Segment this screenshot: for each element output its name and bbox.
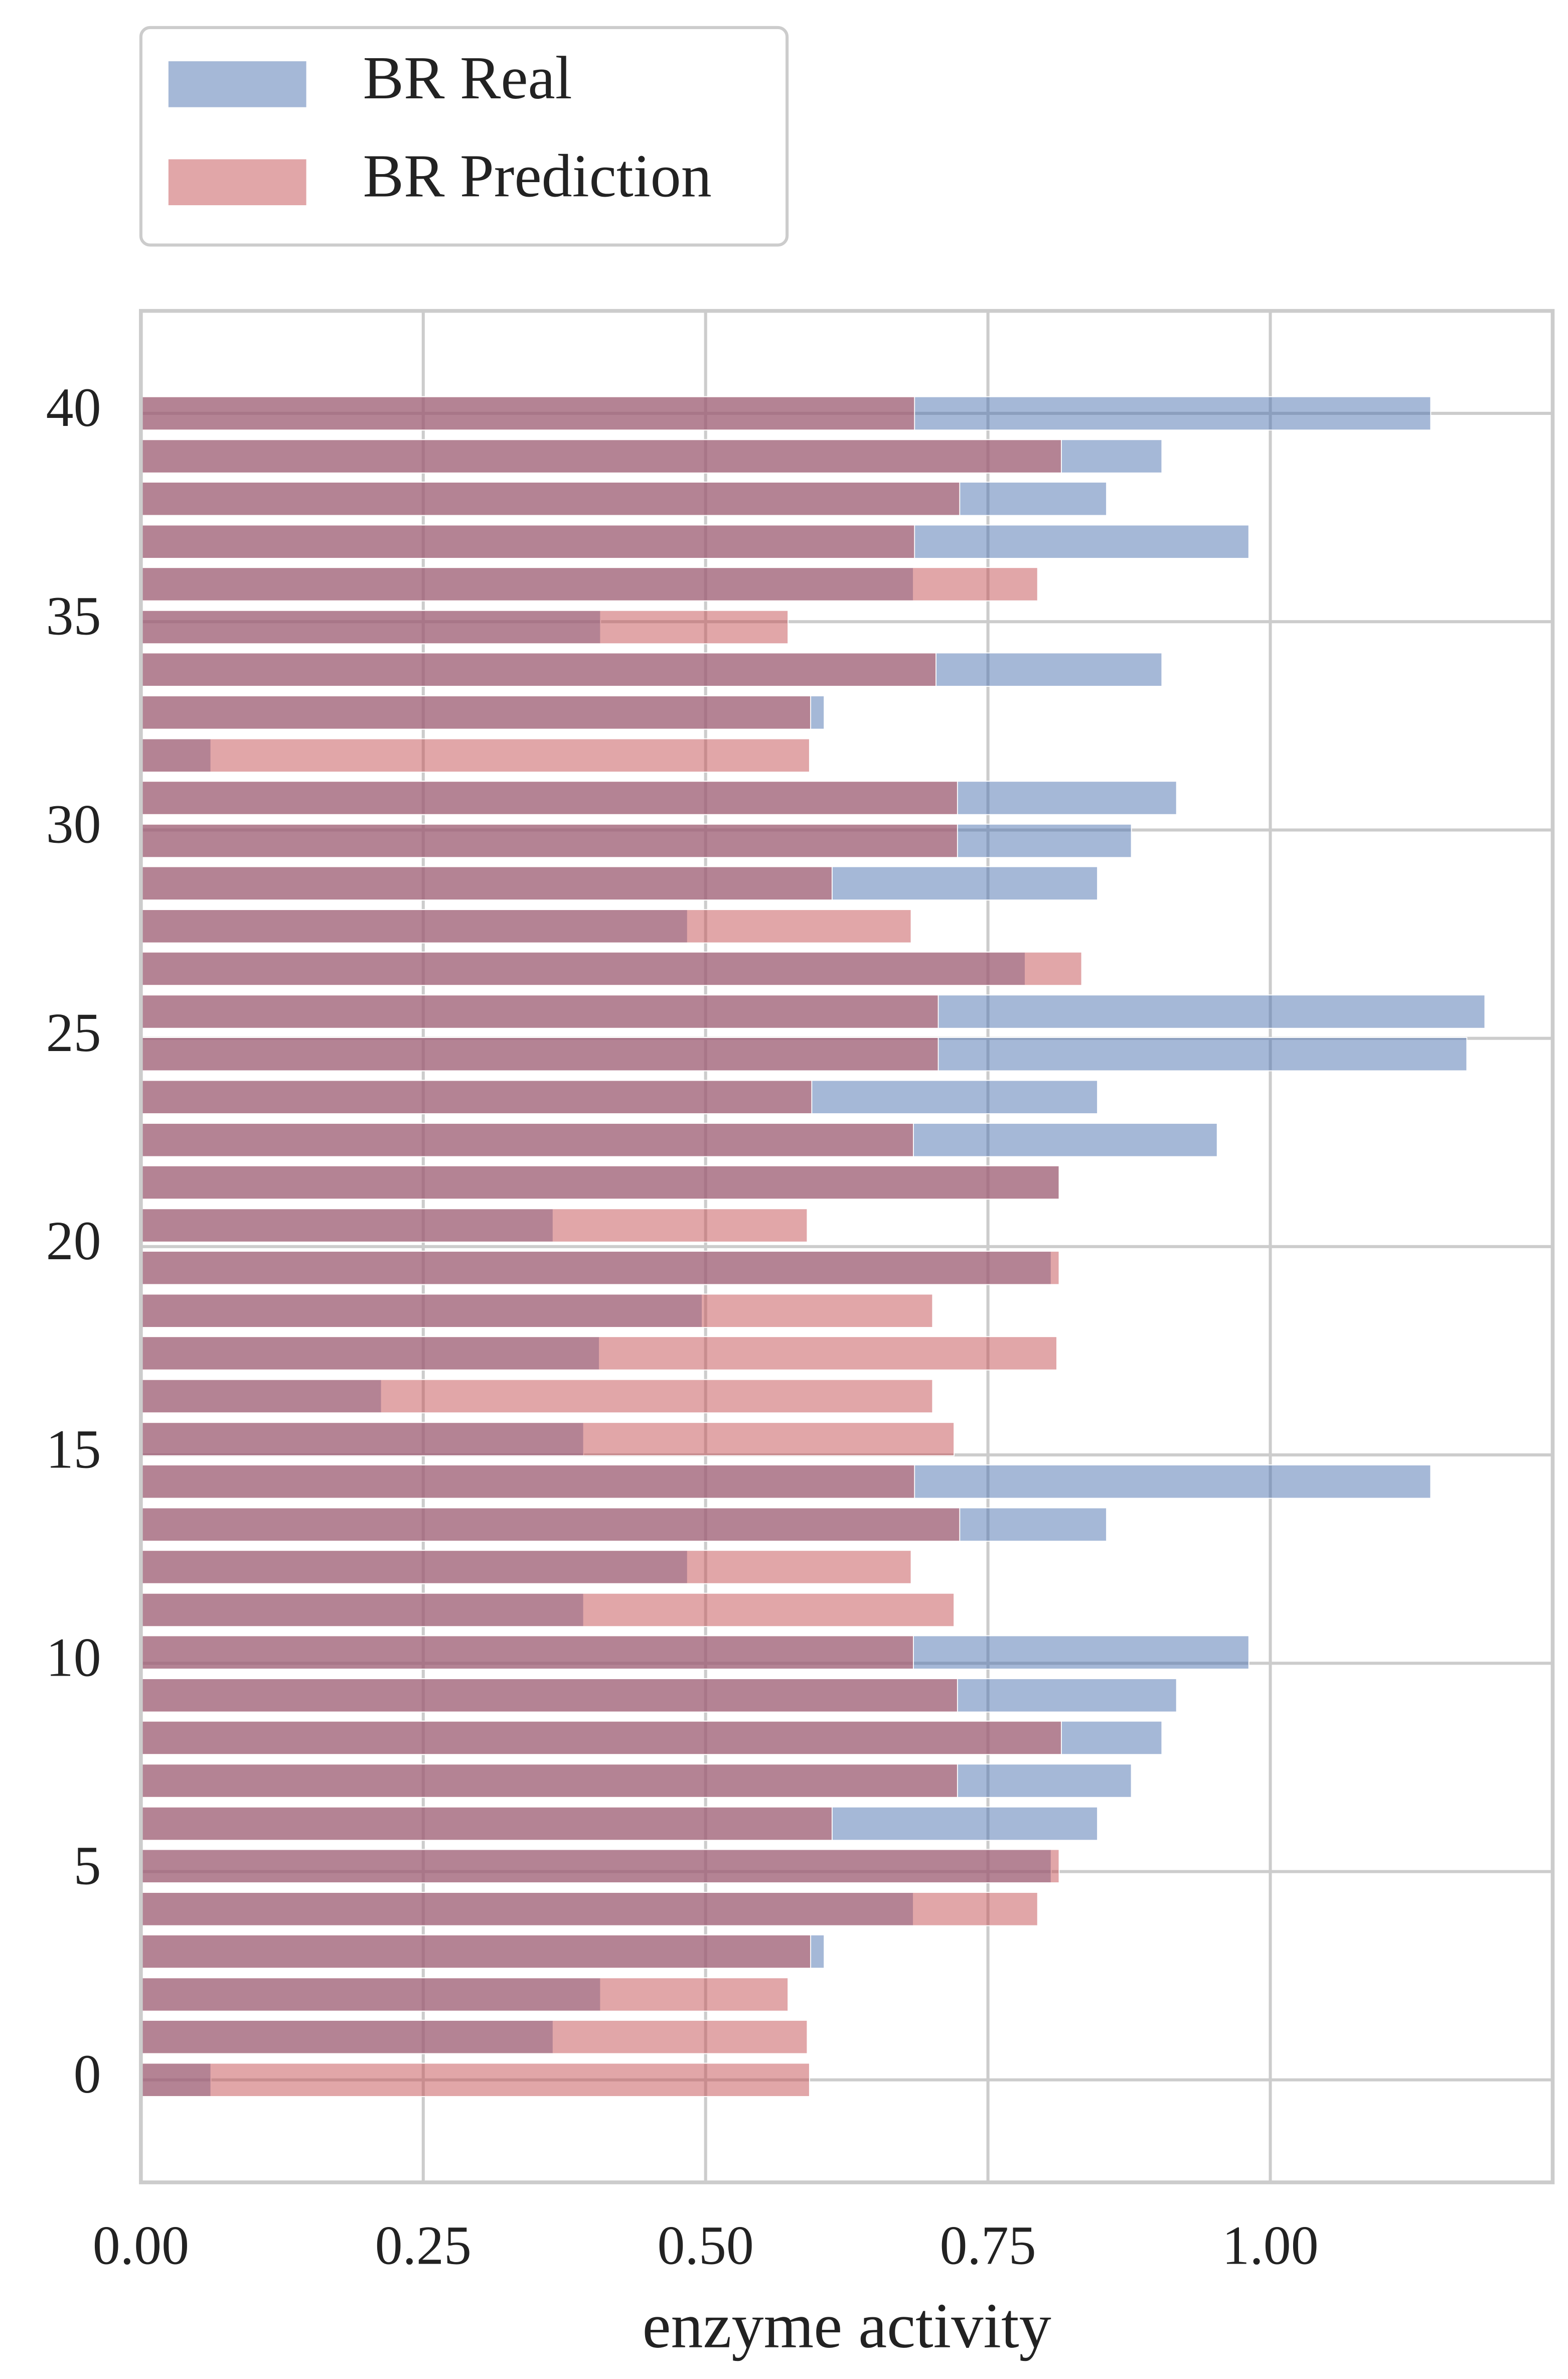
bar bbox=[140, 1592, 955, 1627]
bar bbox=[140, 1635, 914, 1670]
bar bbox=[140, 482, 961, 516]
y-tick-label: 30 bbox=[46, 794, 101, 855]
y-tick-label: 5 bbox=[74, 1835, 101, 1896]
legend-swatch bbox=[168, 61, 306, 107]
x-tick-label: 0.50 bbox=[658, 2215, 754, 2276]
bar bbox=[140, 738, 810, 773]
bar bbox=[140, 1720, 1062, 1755]
bar bbox=[140, 439, 1062, 474]
y-tick-label: 0 bbox=[74, 2043, 101, 2105]
x-tick-label: 0.75 bbox=[939, 2215, 1036, 2276]
x-tick-label: 0.00 bbox=[93, 2215, 189, 2276]
legend-swatch bbox=[168, 159, 306, 206]
bar bbox=[140, 2062, 810, 2097]
bar bbox=[140, 396, 915, 431]
bar bbox=[140, 1507, 961, 1542]
legend: BR Real BR Prediction bbox=[139, 26, 789, 247]
bar bbox=[140, 1763, 958, 1798]
bar bbox=[140, 1892, 1038, 1926]
legend-label: BR Prediction bbox=[363, 142, 712, 210]
bar bbox=[140, 1037, 939, 1072]
y-tick-label: 25 bbox=[46, 1002, 101, 1063]
x-tick-label: 1.00 bbox=[1222, 2215, 1318, 2276]
bar bbox=[140, 1208, 808, 1243]
bar bbox=[140, 1123, 914, 1157]
bar bbox=[140, 1464, 915, 1499]
x-axis-label: enzyme activity bbox=[643, 2290, 1051, 2361]
bar bbox=[140, 1934, 812, 1969]
y-tick-label: 15 bbox=[46, 1418, 101, 1479]
bar bbox=[140, 909, 912, 944]
bar bbox=[140, 1336, 1057, 1371]
bar bbox=[140, 994, 939, 1029]
x-tick-label: 0.25 bbox=[375, 2215, 472, 2276]
bar bbox=[140, 524, 915, 559]
bar bbox=[140, 781, 958, 815]
plot-frame bbox=[139, 309, 1555, 2184]
bar bbox=[140, 652, 936, 687]
bar bbox=[140, 1251, 1060, 1285]
bar bbox=[140, 1165, 1060, 1200]
bar bbox=[140, 2020, 808, 2054]
bar bbox=[140, 1678, 958, 1713]
y-tick-label: 10 bbox=[46, 1627, 101, 1688]
bar bbox=[140, 1550, 912, 1584]
y-tick-label: 35 bbox=[46, 585, 101, 646]
bar bbox=[140, 1849, 1060, 1883]
bar bbox=[140, 1080, 813, 1114]
bar bbox=[140, 951, 1082, 986]
bar bbox=[140, 866, 833, 901]
bar bbox=[140, 1293, 933, 1328]
bar bbox=[140, 1977, 789, 2012]
y-tick-label: 40 bbox=[46, 377, 101, 438]
bar bbox=[140, 610, 789, 645]
bar bbox=[140, 1806, 833, 1841]
bar bbox=[140, 567, 1038, 602]
y-tick-label: 20 bbox=[46, 1210, 101, 1271]
bar bbox=[140, 695, 812, 730]
bar bbox=[140, 823, 958, 858]
bar bbox=[140, 1379, 933, 1414]
bar bbox=[140, 1422, 955, 1456]
plot-area bbox=[139, 311, 1553, 2183]
legend-label: BR Real bbox=[363, 44, 572, 112]
